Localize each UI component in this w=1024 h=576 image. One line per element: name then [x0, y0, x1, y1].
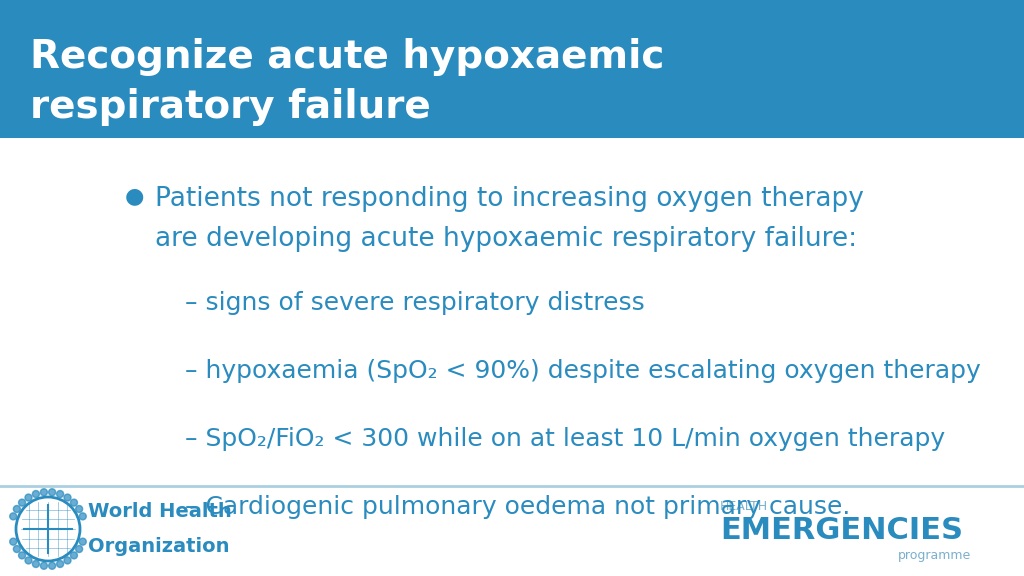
Circle shape [18, 552, 26, 559]
Circle shape [40, 488, 47, 496]
Circle shape [13, 545, 20, 552]
Text: programme: programme [898, 549, 971, 562]
Circle shape [76, 506, 83, 513]
Text: – hypoxaemia (SpO₂ < 90%) despite escalating oxygen therapy: – hypoxaemia (SpO₂ < 90%) despite escala… [185, 359, 981, 383]
Text: Organization: Organization [88, 537, 229, 556]
Text: – SpO₂/FiO₂ < 300 while on at least 10 L/min oxygen therapy: – SpO₂/FiO₂ < 300 while on at least 10 L… [185, 427, 945, 451]
Text: – Cardiogenic pulmonary oedema not primary cause.: – Cardiogenic pulmonary oedema not prima… [185, 495, 850, 519]
Circle shape [48, 488, 55, 496]
Circle shape [76, 545, 83, 552]
Circle shape [65, 557, 71, 564]
Circle shape [56, 491, 63, 498]
Circle shape [71, 552, 78, 559]
Text: are developing acute hypoxaemic respiratory failure:: are developing acute hypoxaemic respirat… [155, 226, 857, 252]
Circle shape [10, 513, 16, 520]
Circle shape [33, 560, 39, 567]
Circle shape [65, 494, 71, 501]
Text: HEALTH: HEALTH [720, 500, 768, 513]
Circle shape [25, 557, 32, 564]
Text: ●: ● [125, 186, 144, 206]
Circle shape [71, 499, 78, 506]
Text: Patients not responding to increasing oxygen therapy: Patients not responding to increasing ox… [155, 186, 864, 212]
Bar [0, 0, 1024, 138]
Circle shape [79, 513, 86, 520]
Circle shape [56, 560, 63, 567]
Circle shape [18, 499, 26, 506]
Text: World Health: World Health [88, 502, 231, 521]
Circle shape [25, 494, 32, 501]
Circle shape [10, 538, 16, 545]
Text: respiratory failure: respiratory failure [30, 88, 431, 126]
Text: EMERGENCIES: EMERGENCIES [720, 516, 963, 545]
Text: Recognize acute hypoxaemic: Recognize acute hypoxaemic [30, 38, 665, 76]
Circle shape [40, 562, 47, 569]
Circle shape [48, 562, 55, 569]
Circle shape [33, 491, 39, 498]
Circle shape [79, 538, 86, 545]
Circle shape [13, 506, 20, 513]
Text: – signs of severe respiratory distress: – signs of severe respiratory distress [185, 291, 645, 315]
